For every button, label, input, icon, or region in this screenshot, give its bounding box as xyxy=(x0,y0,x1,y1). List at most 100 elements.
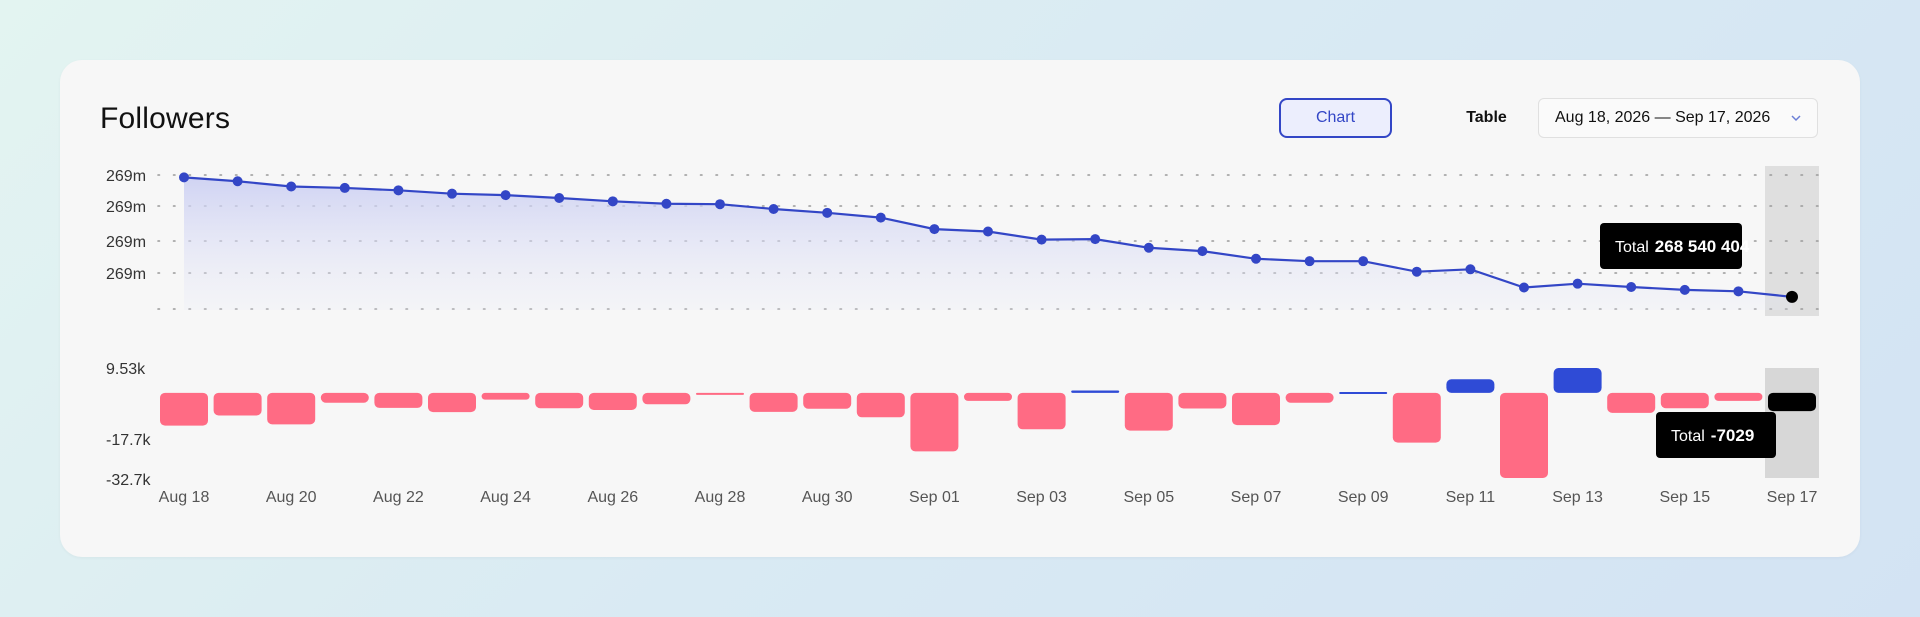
x-tick-label: Aug 26 xyxy=(587,489,638,506)
bar xyxy=(428,392,476,413)
highlight-bar xyxy=(1768,392,1816,412)
chart-view-button[interactable]: Chart xyxy=(1279,98,1392,138)
tooltip-text: Total 268 540 404 xyxy=(1615,237,1750,256)
bar xyxy=(803,392,852,409)
y-tick-label: -32.7k xyxy=(106,472,151,489)
line-point xyxy=(1411,266,1422,277)
date-range-select[interactable]: Aug 18, 2026 — Sep 17, 2026 xyxy=(1538,98,1818,138)
line-point xyxy=(1465,264,1476,275)
bar xyxy=(535,392,584,409)
bar xyxy=(1017,392,1066,430)
x-tick-label: Sep 09 xyxy=(1338,489,1389,506)
x-tick-label: Sep 01 xyxy=(909,489,960,506)
bar xyxy=(481,392,530,400)
line-point xyxy=(1304,256,1315,267)
x-tick-label: Sep 13 xyxy=(1552,489,1603,506)
bar xyxy=(160,392,208,426)
bar xyxy=(964,392,1012,401)
bar xyxy=(1392,392,1441,443)
x-tick-label: Aug 28 xyxy=(695,489,746,506)
line-point xyxy=(875,212,886,223)
line-point xyxy=(1036,234,1047,245)
tooltip-value: 268 540 404 xyxy=(1655,237,1750,256)
line-point xyxy=(929,224,940,235)
bar xyxy=(1339,392,1388,395)
x-tick-label: Sep 17 xyxy=(1767,489,1818,506)
bar xyxy=(1607,392,1656,413)
line-point xyxy=(232,176,243,187)
bar xyxy=(1553,368,1602,393)
x-tick-label: Sep 07 xyxy=(1231,489,1282,506)
y-tick-label: 9.53k xyxy=(106,361,146,378)
bar xyxy=(213,392,262,416)
date-range-value: Aug 18, 2026 — Sep 17, 2026 xyxy=(1555,109,1771,126)
x-tick-label: Sep 11 xyxy=(1446,489,1496,506)
bar xyxy=(749,392,798,412)
x-tick-label: Aug 18 xyxy=(159,489,210,506)
bar xyxy=(856,392,905,418)
bar xyxy=(910,392,959,452)
bar xyxy=(1178,392,1227,409)
followers-card: Followers Chart Table Aug 18, 2026 — Sep… xyxy=(60,60,1860,557)
followers-chart: 269m 269m 269m 269m Total 268 540 404 9.53k -1… xyxy=(106,166,1819,506)
line-point xyxy=(179,172,189,183)
bar xyxy=(1660,392,1709,409)
line-point xyxy=(500,190,511,201)
y-tick-label: 269m xyxy=(106,234,146,251)
bar xyxy=(696,392,744,395)
line-point xyxy=(715,199,725,210)
tooltip-value: -7029 xyxy=(1711,426,1754,445)
y-tick-label: 269m xyxy=(106,168,146,185)
y-tick-label: 269m xyxy=(106,266,146,283)
y-tick-label: -17.7k xyxy=(106,432,151,449)
line-tooltip: Total 268 540 404 xyxy=(1600,223,1750,269)
line-point xyxy=(1358,256,1369,267)
line-point xyxy=(554,192,565,203)
x-tick-label: Aug 24 xyxy=(480,489,531,506)
line-point xyxy=(1626,282,1637,293)
line-point xyxy=(607,196,618,207)
bar-chart: 9.53k -17.7k -32.7k Total -7029 xyxy=(106,361,1819,489)
chevron-down-icon xyxy=(1791,115,1801,122)
bar xyxy=(374,392,423,408)
line-point xyxy=(1143,242,1154,253)
line-area xyxy=(184,177,1792,310)
x-tick-label: Sep 05 xyxy=(1123,489,1174,506)
y-tick-label: 269m xyxy=(106,199,146,216)
bar xyxy=(320,392,369,403)
line-point xyxy=(1572,278,1583,289)
bar xyxy=(1285,392,1334,403)
line-point xyxy=(447,188,457,199)
bar-tooltip: Total -7029 xyxy=(1656,412,1776,458)
bar xyxy=(1232,392,1280,426)
line-point xyxy=(393,185,404,196)
bar xyxy=(1714,392,1763,401)
line-point xyxy=(286,181,297,192)
tooltip-text: Total -7029 xyxy=(1671,426,1754,445)
highlight-point xyxy=(1786,290,1798,303)
x-tick-label: Sep 15 xyxy=(1659,489,1710,506)
line-point xyxy=(1733,286,1744,297)
x-tick-label: Aug 22 xyxy=(373,489,424,506)
page-title: Followers xyxy=(100,102,231,135)
tooltip-label: Total xyxy=(1615,239,1649,256)
tooltip-box xyxy=(1656,412,1776,458)
bar xyxy=(642,392,691,405)
bar xyxy=(588,392,637,411)
x-tick-label: Sep 03 xyxy=(1016,489,1067,506)
line-point xyxy=(983,226,993,237)
line-point xyxy=(1197,246,1208,257)
line-point xyxy=(661,198,672,209)
x-tick-label: Aug 30 xyxy=(802,489,853,506)
bar xyxy=(1071,390,1120,393)
line-chart: 269m 269m 269m 269m Total 268 540 404 xyxy=(106,166,1819,316)
bar xyxy=(1446,379,1495,393)
table-view-button[interactable]: Table xyxy=(1466,109,1507,126)
line-point xyxy=(1251,253,1261,264)
line-point xyxy=(1679,284,1690,295)
tooltip-label: Total xyxy=(1671,428,1705,445)
line-point xyxy=(339,182,350,193)
tooltip-box xyxy=(1600,223,1742,269)
line-point xyxy=(1519,282,1529,293)
x-tick-label: Aug 20 xyxy=(266,489,317,506)
